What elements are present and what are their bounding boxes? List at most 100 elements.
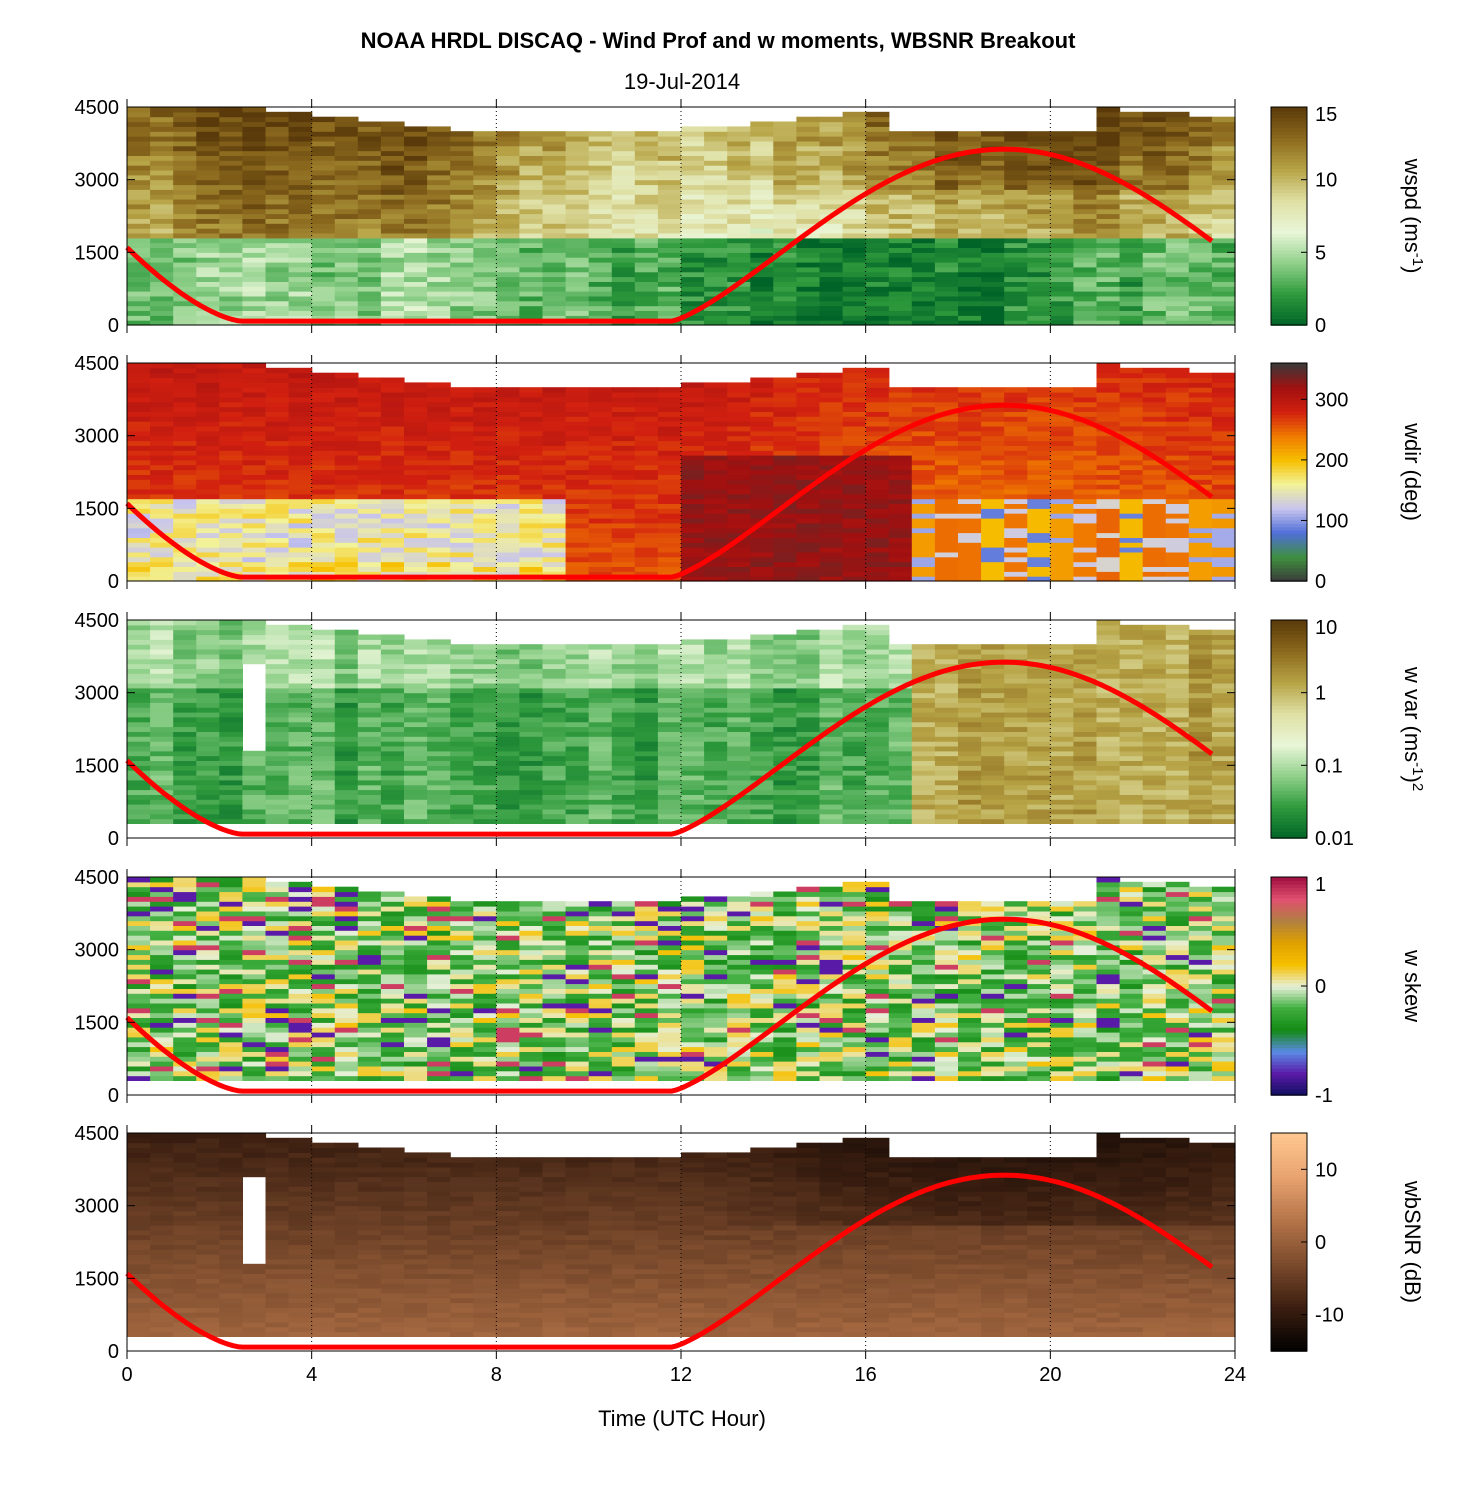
heatmap-cell [819, 291, 844, 297]
heatmap-cell [588, 155, 613, 161]
heatmap-cell [1211, 542, 1236, 548]
heatmap-cell [1096, 218, 1121, 224]
heatmap-cell [888, 455, 913, 461]
heatmap-cell [981, 286, 1005, 292]
heatmap-cell [1004, 286, 1028, 292]
heatmap-cell [1165, 571, 1190, 577]
heatmap-cell [427, 131, 451, 137]
heatmap-cell [819, 426, 844, 432]
heatmap-cell [934, 131, 959, 137]
heatmap-cell [727, 503, 751, 509]
heatmap-cell [1004, 459, 1028, 466]
heatmap-cell [380, 547, 405, 553]
heatmap-cell [196, 799, 220, 805]
heatmap-cell [334, 372, 359, 379]
heatmap-cell [196, 702, 220, 708]
heatmap-cell [427, 382, 451, 388]
heatmap-cell [1188, 445, 1213, 451]
heatmap-cell [219, 493, 243, 500]
heatmap-cell [681, 266, 705, 273]
heatmap-cell [150, 170, 174, 176]
heatmap-cell [219, 155, 243, 161]
heatmap-cell [934, 518, 959, 524]
heatmap-cell [334, 741, 359, 747]
heatmap-cell [173, 629, 197, 636]
heatmap-cell [611, 155, 636, 161]
heatmap-cell [865, 484, 890, 490]
heatmap-cell [496, 489, 520, 495]
heatmap-cell [196, 522, 220, 529]
heatmap-cell [958, 537, 982, 543]
heatmap-cell [173, 189, 197, 195]
heatmap-cell [1050, 489, 1074, 495]
colorbar-swatch [1271, 205, 1307, 210]
heatmap-cell [196, 489, 220, 495]
colorbar-swatch [1271, 263, 1307, 268]
heatmap-cell [1211, 493, 1236, 500]
heatmap-cell [173, 498, 197, 504]
heatmap-cell [588, 300, 613, 307]
colorbar-swatch [1271, 188, 1307, 193]
heatmap-cell [380, 396, 405, 403]
heatmap-cell [288, 203, 313, 210]
colorbar-swatch [1271, 458, 1307, 463]
heatmap-cell [911, 247, 936, 253]
heatmap-cell [1096, 561, 1121, 567]
heatmap-cell [773, 310, 797, 316]
heatmap-cell [1119, 566, 1144, 572]
heatmap-cell [773, 315, 797, 321]
heatmap-cell [288, 503, 313, 509]
heatmap-cell [311, 702, 336, 708]
heatmap-cell [242, 566, 267, 572]
heatmap-cell [1211, 266, 1236, 273]
heatmap-cell [334, 508, 359, 514]
heatmap-cell [865, 145, 890, 152]
heatmap-cell [1027, 140, 1051, 147]
heatmap-cell [1165, 551, 1190, 558]
heatmap-cell [127, 687, 151, 694]
heatmap-cell [450, 527, 474, 534]
heatmap-cell [958, 140, 982, 147]
heatmap-cell [727, 416, 751, 422]
heatmap-cell [819, 247, 844, 253]
heatmap-cell [981, 532, 1005, 538]
heatmap-cell [311, 291, 336, 297]
heatmap-cell [542, 484, 567, 490]
heatmap-cell [380, 527, 405, 534]
heatmap-cell [565, 474, 590, 480]
heatmap-cell [265, 556, 290, 563]
heatmap-cell [888, 223, 913, 229]
heatmap-cell [219, 223, 243, 229]
heatmap-cell [150, 702, 174, 708]
heatmap-cell [1119, 233, 1144, 239]
heatmap-cell [150, 363, 174, 369]
heatmap-cell [727, 160, 751, 166]
heatmap-cell [242, 547, 267, 553]
heatmap-cell [588, 194, 613, 200]
heatmap-cell [219, 673, 243, 679]
heatmap-cell [127, 750, 151, 757]
heatmap-cell [542, 479, 567, 485]
heatmap-cell [519, 765, 544, 771]
heatmap-cell [311, 498, 336, 504]
heatmap-cell [704, 576, 728, 582]
heatmap-cell [380, 673, 405, 679]
heatmap-cell [427, 392, 451, 398]
heatmap-cell [219, 532, 243, 538]
heatmap-cell [842, 170, 867, 176]
heatmap-cell [127, 300, 151, 307]
heatmap-cell [1142, 252, 1167, 258]
heatmap-cell [450, 712, 474, 718]
heatmap-cell [173, 426, 197, 432]
heatmap-cell [934, 213, 959, 219]
heatmap-cell [219, 765, 243, 771]
heatmap-cell [727, 396, 751, 403]
heatmap-cell [704, 479, 728, 485]
heatmap-cell [681, 242, 705, 248]
heatmap-cell [681, 315, 705, 321]
heatmap-cell [1142, 266, 1167, 273]
heatmap-cell [1050, 276, 1074, 282]
heatmap-cell [427, 150, 451, 156]
heatmap-cell [1027, 464, 1051, 471]
heatmap-cell [1165, 233, 1190, 239]
